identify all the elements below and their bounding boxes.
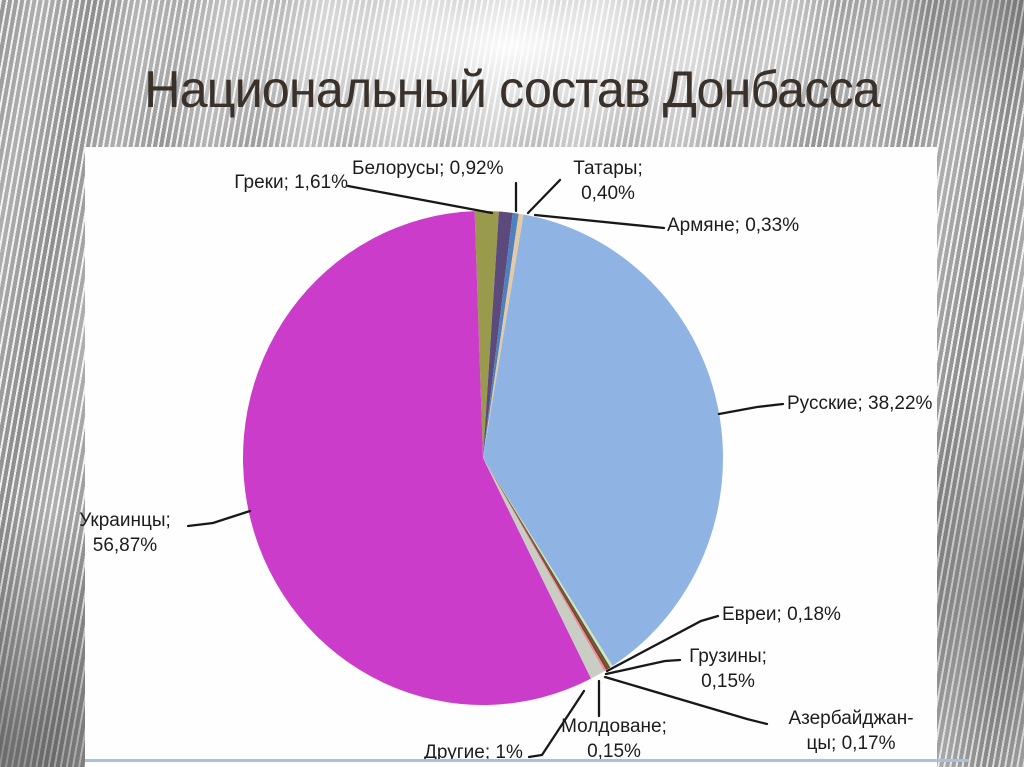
leader-line-armyane bbox=[533, 213, 666, 230]
leader-line-gruziny bbox=[604, 658, 682, 676]
pie-slice-tatary bbox=[483, 212, 519, 458]
leader-line-azerbaydzhantsy bbox=[603, 675, 769, 726]
chart-title: Национальный состав Донбасса bbox=[144, 61, 881, 119]
pie-slice-belorusy bbox=[483, 211, 513, 458]
slice-label-belorusy: Белорусы; 0,92% bbox=[352, 158, 504, 179]
slice-label-evrei: Евреи; 0,18% bbox=[722, 604, 841, 625]
pie-slice-greki bbox=[474, 210, 499, 458]
leader-line-russkie bbox=[717, 402, 785, 416]
pie-slice-moldovane bbox=[483, 458, 607, 672]
pie-slice-ukraintsy bbox=[243, 211, 591, 705]
pie-slice-evrei bbox=[483, 458, 613, 668]
leader-line-ukraintsy bbox=[186, 509, 252, 528]
slice-label-moldovane: Молдоване; 0,15% bbox=[561, 716, 667, 762]
slice-label-drugie: Другие; 1% bbox=[424, 742, 523, 763]
slice-label-tatary: Татары; 0,40% bbox=[573, 158, 643, 204]
pie-slice-armyane bbox=[483, 213, 524, 458]
leader-line-tatary bbox=[526, 178, 562, 215]
slice-label-azerbaydzhantsy: Азербайджан-цы; 0,17% bbox=[788, 708, 914, 754]
leader-line-evrei bbox=[605, 614, 720, 673]
pie-slice-gruziny bbox=[483, 458, 611, 669]
slice-label-gruziny: Грузины; 0,15% bbox=[689, 646, 767, 692]
slide-bottom-rule bbox=[85, 759, 969, 762]
leader-line-greki bbox=[346, 184, 494, 215]
leader-line-drugie bbox=[527, 689, 586, 759]
slice-label-ukraintsy: Украинцы; 56,87% bbox=[79, 510, 171, 556]
pie-slice-russkie bbox=[483, 214, 724, 666]
pie-slice-azerbaydzhantsy bbox=[483, 458, 609, 670]
slice-label-russkie: Русские; 38,22% bbox=[787, 393, 933, 414]
slice-label-armyane: Армяне; 0,33% bbox=[667, 215, 800, 236]
slice-label-greki: Греки; 1,61% bbox=[234, 172, 348, 193]
pie-slice-drugie bbox=[483, 458, 605, 679]
